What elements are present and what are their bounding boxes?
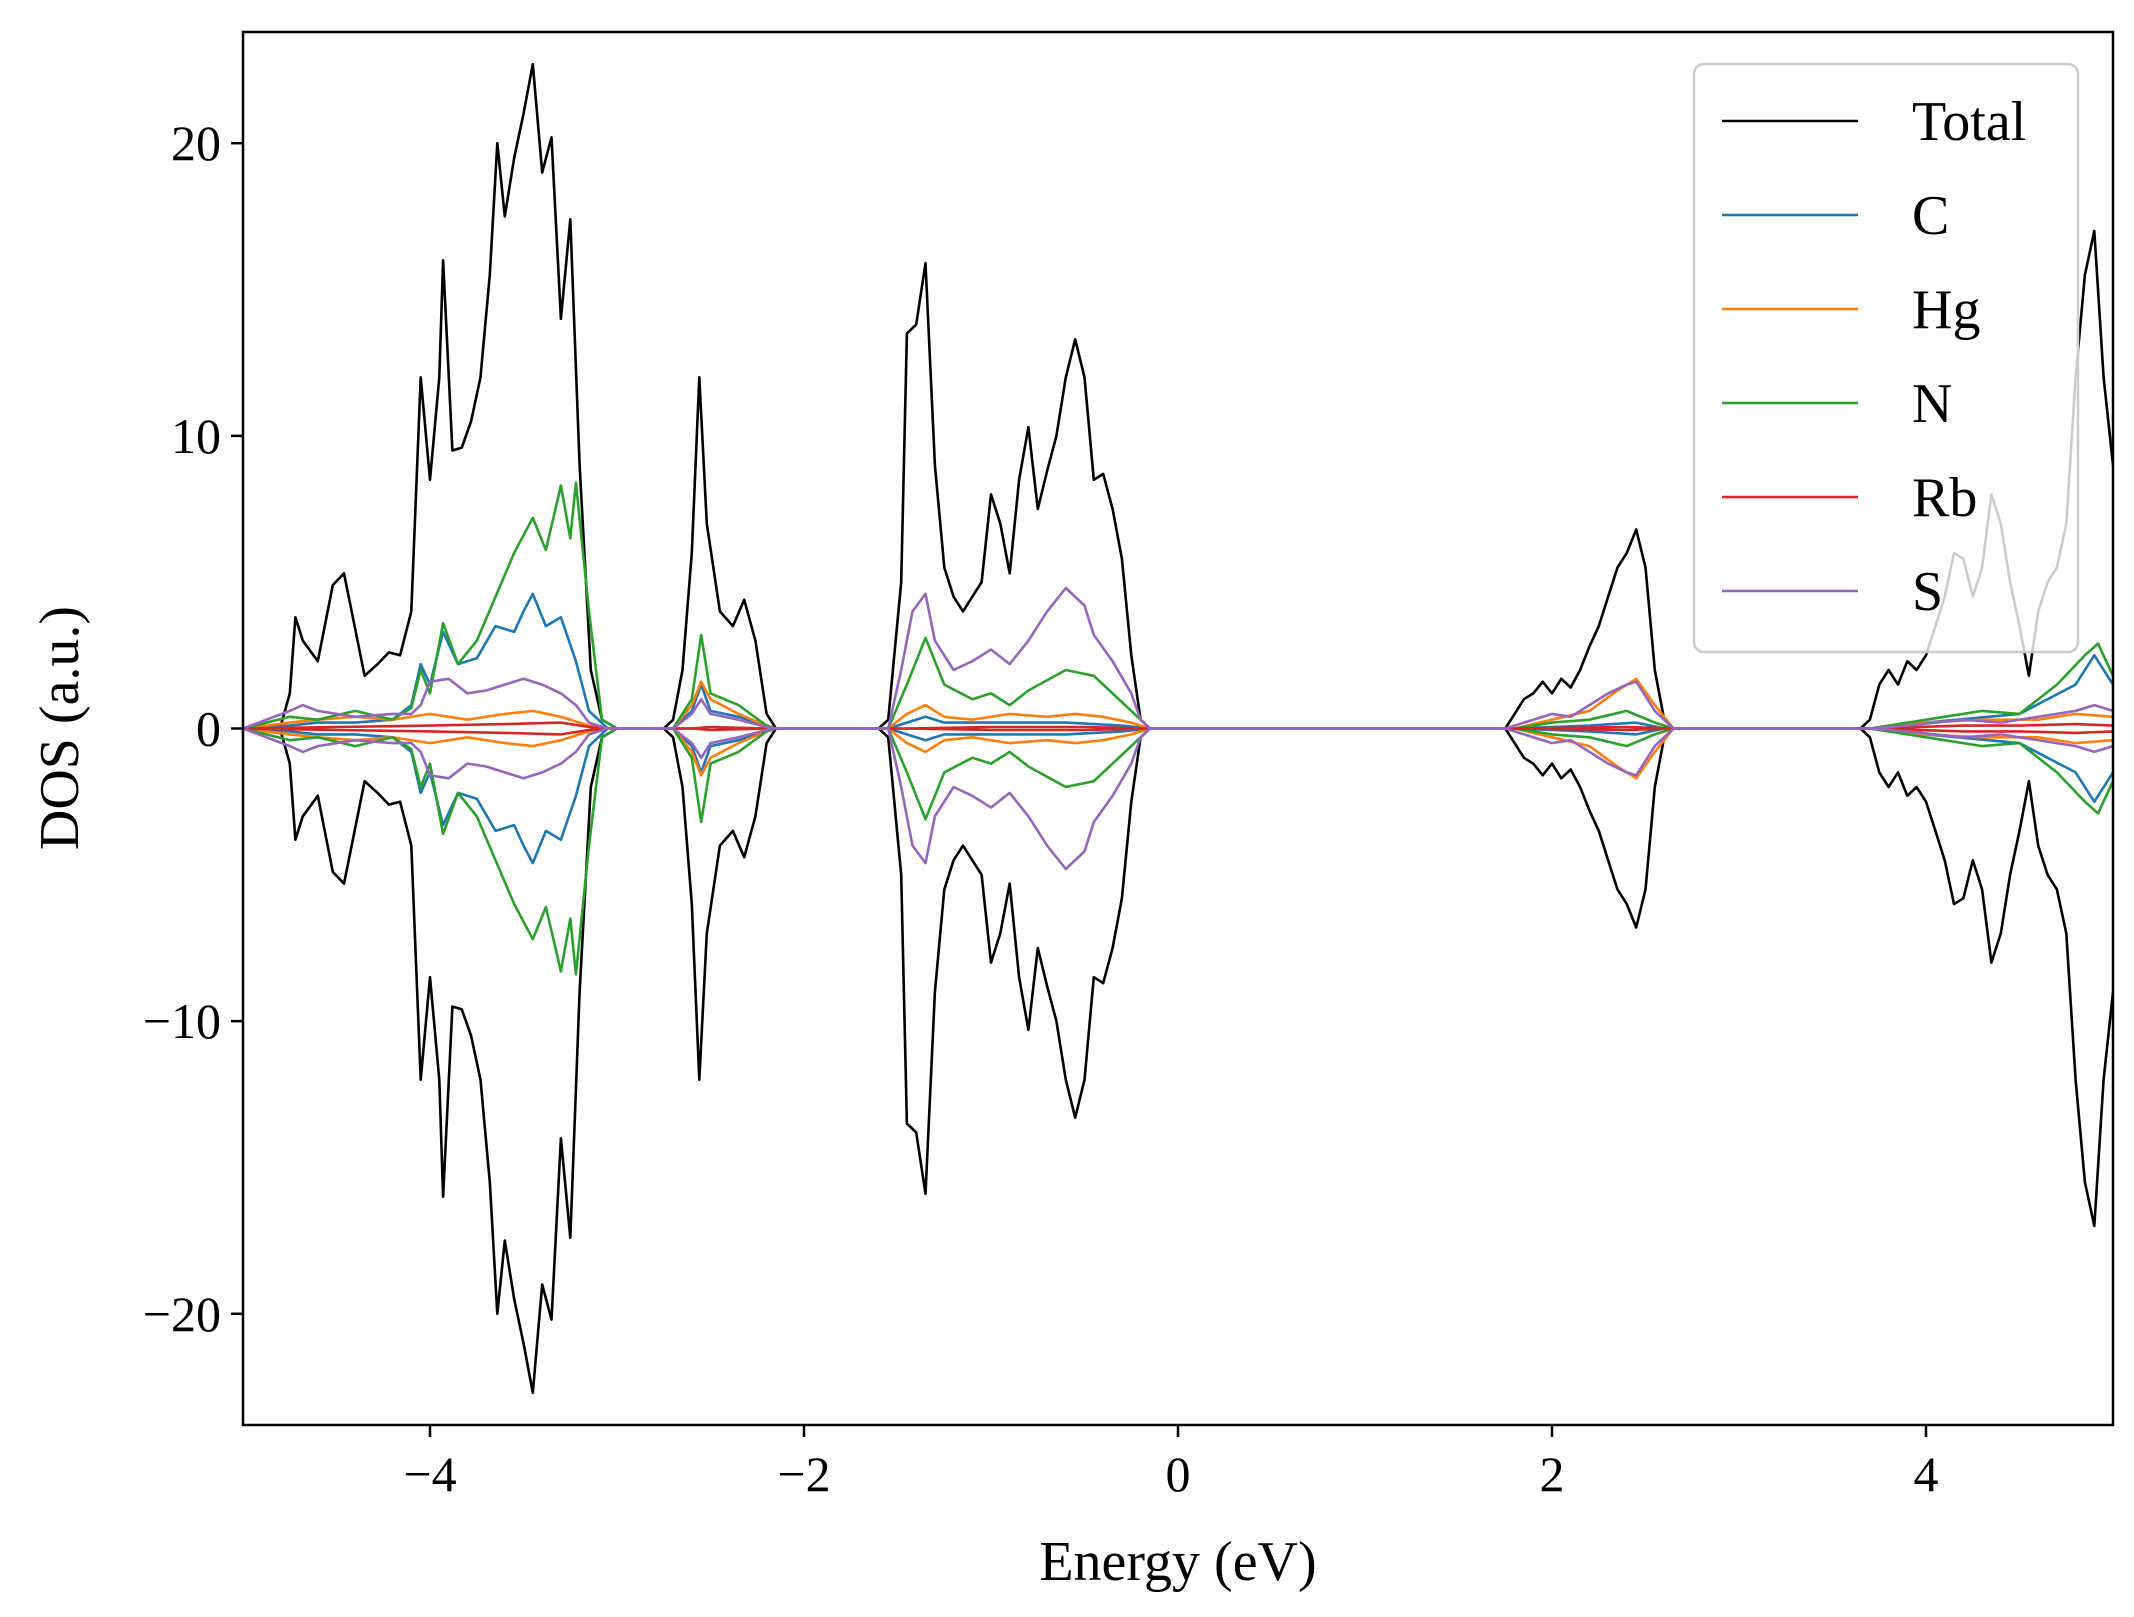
- legend-label-c: C: [1912, 185, 1949, 247]
- legend-label-n: N: [1912, 373, 1952, 435]
- x-tick-label: 4: [1914, 1446, 1939, 1502]
- legend-label-hg: Hg: [1912, 279, 1980, 341]
- series-total-down: [243, 727, 2113, 1395]
- series-total-up: [243, 62, 2113, 730]
- y-axis-ticks: −20 −10 0 10 20: [143, 115, 243, 1342]
- y-tick-label: −10: [143, 993, 221, 1049]
- x-axis-label: Energy (eV): [1039, 1531, 1316, 1593]
- legend: Total C Hg N Rb S: [1692, 62, 2080, 654]
- series-layer: [243, 62, 2113, 1395]
- y-axis-label: DOS (a.u.): [29, 606, 91, 850]
- y-tick-label: 0: [196, 701, 221, 757]
- series-hg-up: [243, 677, 2113, 730]
- legend-label-total: Total: [1912, 91, 2026, 153]
- series-s-down: [243, 727, 2113, 871]
- y-tick-label: −20: [143, 1286, 221, 1342]
- series-s-up: [243, 586, 2113, 730]
- legend-box: [1692, 62, 2080, 654]
- y-tick-label: 10: [171, 408, 221, 464]
- series-hg-down: [243, 727, 2113, 780]
- x-tick-label: −4: [403, 1446, 456, 1502]
- x-tick-label: −2: [777, 1446, 830, 1502]
- x-axis-ticks: −4 −2 0 2 4: [403, 1425, 1939, 1502]
- x-tick-label: 2: [1540, 1446, 1565, 1502]
- series-rb-up: [243, 721, 2113, 730]
- y-tick-label: 20: [171, 115, 221, 171]
- legend-label-rb: Rb: [1912, 467, 1977, 529]
- x-tick-label: 0: [1166, 1446, 1191, 1502]
- series-rb-down: [243, 727, 2113, 736]
- legend-label-s: S: [1912, 561, 1943, 623]
